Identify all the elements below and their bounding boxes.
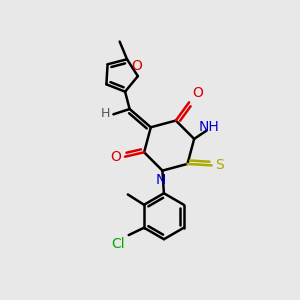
Text: H: H: [100, 107, 110, 120]
Text: S: S: [215, 158, 224, 172]
Text: Cl: Cl: [112, 237, 125, 250]
Text: O: O: [111, 150, 122, 164]
Text: O: O: [193, 86, 203, 100]
Text: O: O: [131, 58, 142, 73]
Text: NH: NH: [199, 121, 219, 134]
Text: N: N: [156, 173, 166, 187]
